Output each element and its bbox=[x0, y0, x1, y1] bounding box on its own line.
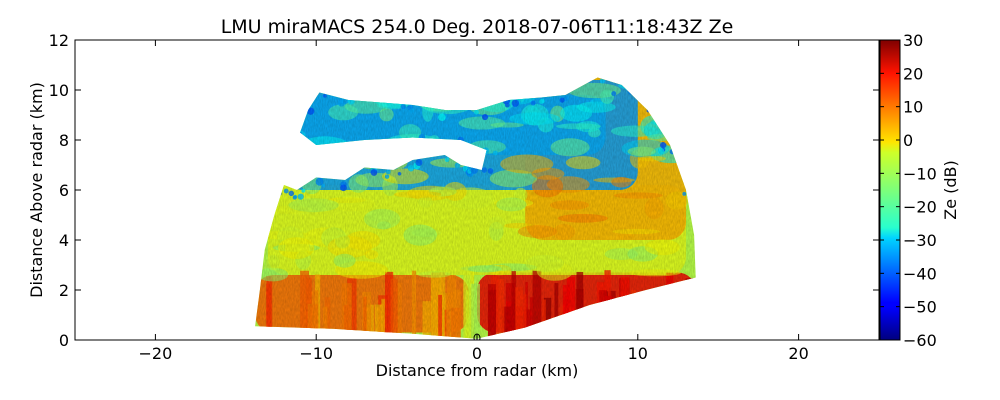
x-tick-label: 0 bbox=[472, 344, 482, 363]
colorbar-tick-label: 20 bbox=[903, 64, 923, 83]
y-axis-label: Distance Above radar (km) bbox=[27, 82, 46, 298]
y-tick-label: 6 bbox=[59, 181, 69, 200]
x-axis: −20 −10 0 10 20 bbox=[139, 40, 809, 363]
colorbar-label: Ze (dB) bbox=[941, 160, 960, 220]
x-tick-label: −10 bbox=[299, 344, 333, 363]
x-tick-label: 20 bbox=[788, 344, 808, 363]
x-tick-label: −20 bbox=[139, 344, 173, 363]
y-tick-label: 4 bbox=[59, 231, 69, 250]
y-tick-label: 8 bbox=[59, 131, 69, 150]
colorbar-tick-label: −40 bbox=[903, 264, 937, 283]
colorbar-tick-label: 10 bbox=[903, 98, 923, 117]
y-axis: 0 2 4 6 8 10 12 bbox=[49, 31, 879, 350]
x-axis-label: Distance from radar (km) bbox=[376, 361, 579, 380]
x-tick-label: 10 bbox=[628, 344, 648, 363]
colorbar-tick-label: 30 bbox=[903, 31, 923, 50]
colorbar-tick-label: −50 bbox=[903, 298, 937, 317]
chart-title: LMU miraMACS 254.0 Deg. 2018-07-06T11:18… bbox=[221, 16, 734, 38]
y-tick-label: 10 bbox=[49, 81, 69, 100]
y-tick-label: 0 bbox=[59, 331, 69, 350]
colorbar-axis: −60 −50 −40 −30 −20 −10 0 10 20 30 bbox=[880, 31, 937, 350]
ze-texture bbox=[255, 77, 696, 339]
colorbar-tick-label: 0 bbox=[903, 131, 913, 150]
y-tick-label: 2 bbox=[59, 281, 69, 300]
colorbar-tick-label: −10 bbox=[903, 164, 937, 183]
colorbar-tick-label: −20 bbox=[903, 198, 937, 217]
y-tick-label: 12 bbox=[49, 31, 69, 50]
colorbar-tick-label: −60 bbox=[903, 331, 937, 350]
colorbar-tick-label: −30 bbox=[903, 231, 937, 250]
colorbar bbox=[879, 39, 901, 341]
